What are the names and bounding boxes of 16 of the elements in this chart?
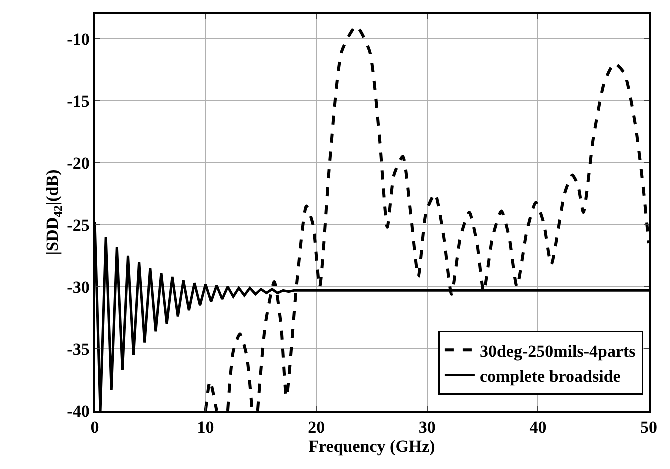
y-tick-label: -35 bbox=[67, 340, 90, 359]
legend-label: complete broadside bbox=[480, 366, 622, 386]
y-tick-label: -25 bbox=[67, 216, 90, 235]
y-tick-label: -30 bbox=[67, 278, 90, 297]
x-tick-label: 40 bbox=[530, 418, 547, 438]
x-axis-title: Frequency (GHz) bbox=[308, 437, 436, 456]
y-tick-label: -15 bbox=[67, 92, 90, 111]
x-tick-label: 30 bbox=[418, 418, 436, 438]
y-tick-label: -20 bbox=[67, 154, 90, 173]
legend-label: 30deg-250mils-4parts bbox=[480, 342, 636, 361]
y-tick-label: -40 bbox=[67, 402, 90, 421]
x-tick-label: 50 bbox=[640, 418, 658, 438]
x-tick-label: 0 bbox=[90, 418, 100, 438]
y-tick-label: -10 bbox=[67, 30, 90, 49]
x-tick-label: 20 bbox=[308, 418, 326, 438]
x-tick-label: 10 bbox=[197, 418, 214, 438]
